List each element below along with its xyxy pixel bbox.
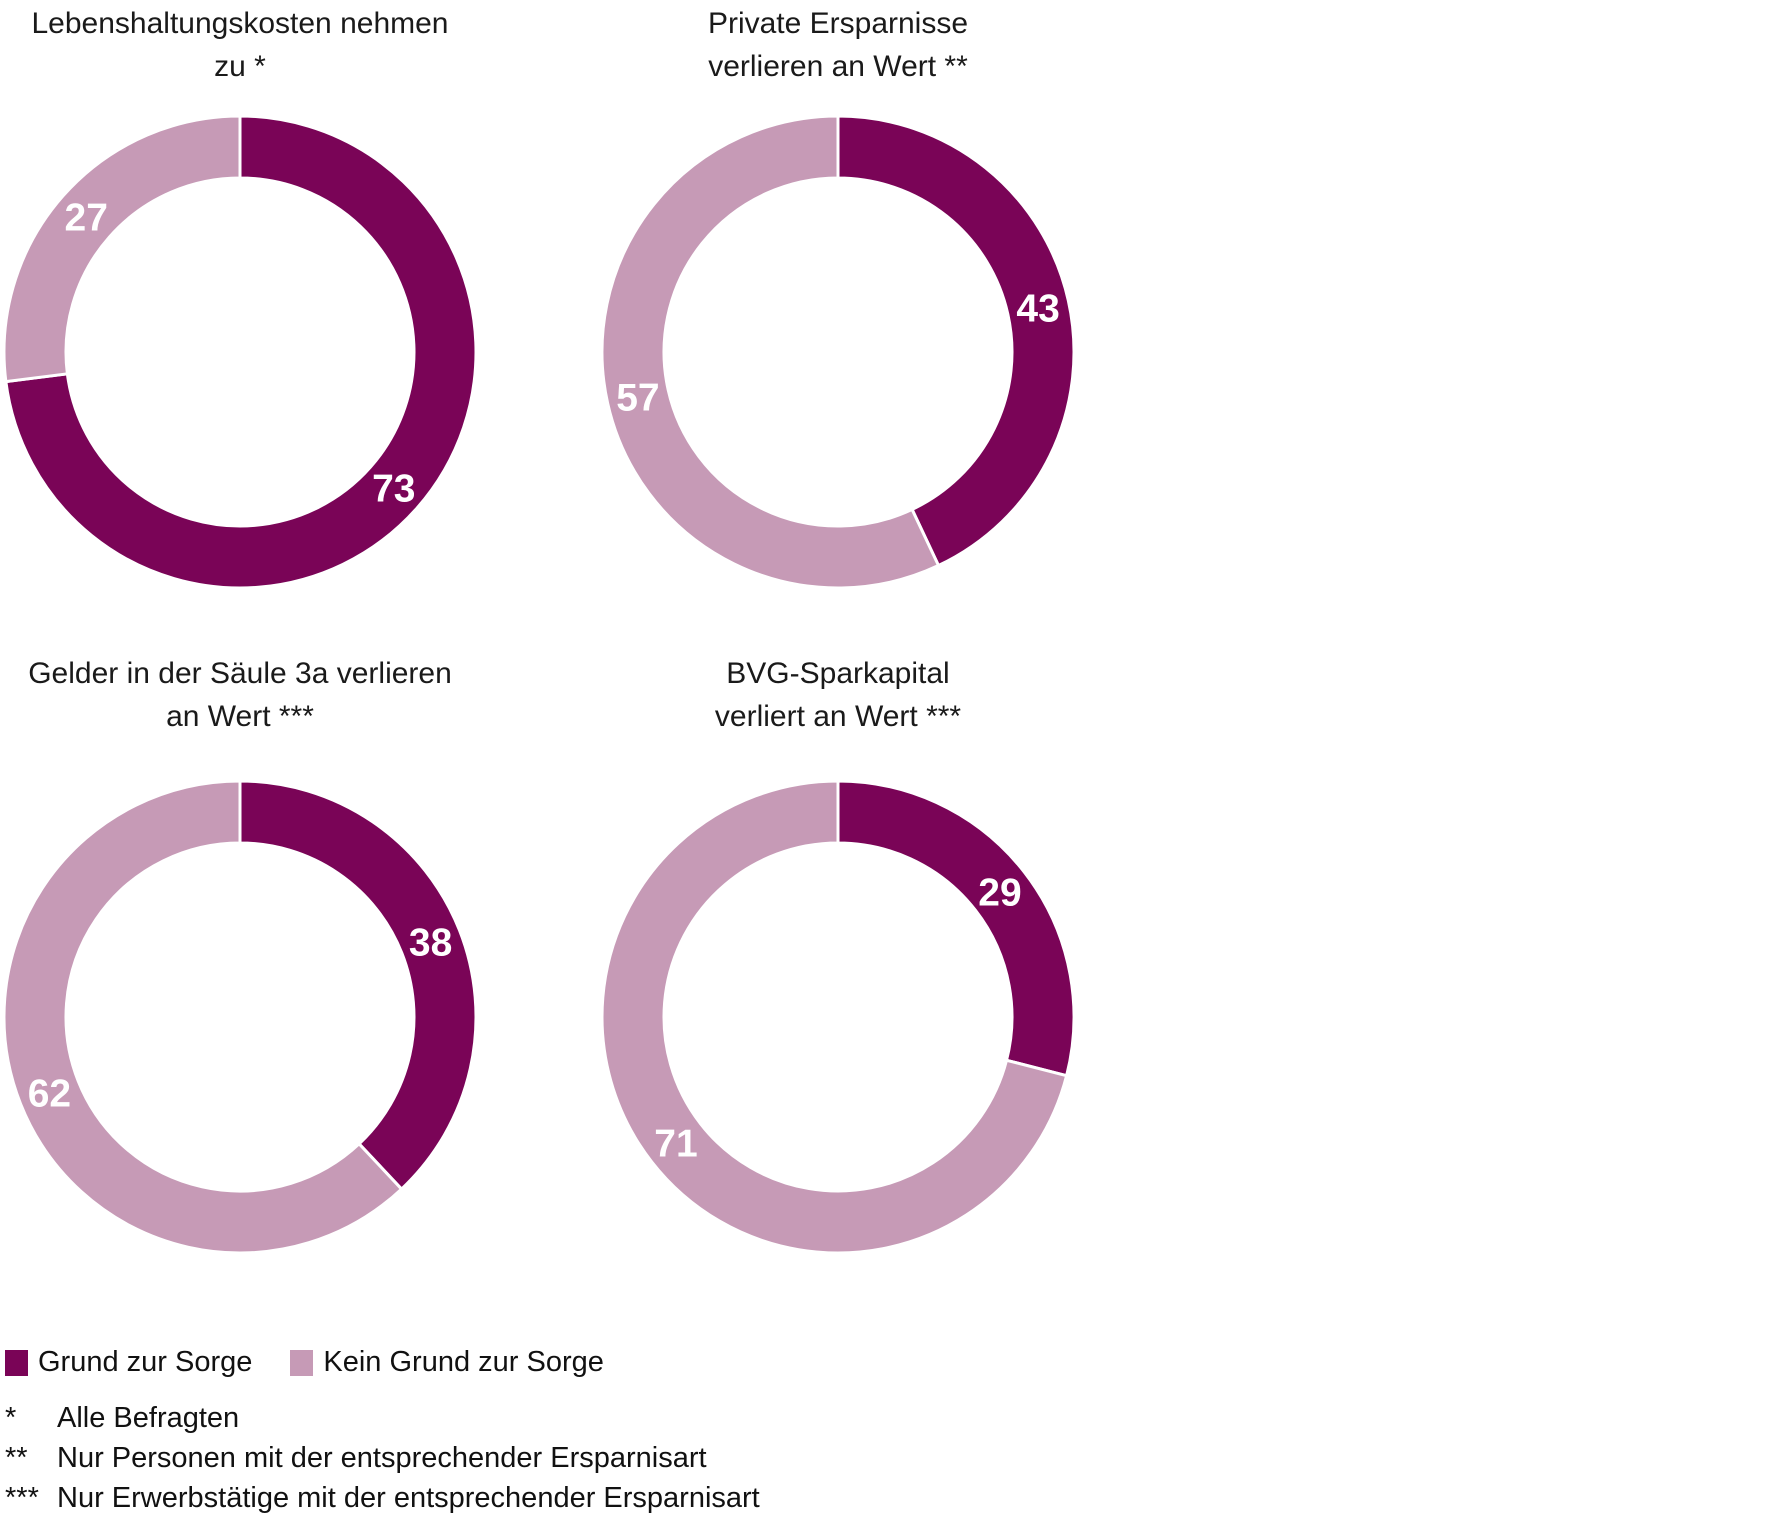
chart-title-line1: Lebenshaltungskosten nehmen xyxy=(31,7,449,40)
donut-slice-concern xyxy=(836,779,1076,1078)
legend-label: Kein Grund zur Sorge xyxy=(323,1346,604,1378)
data-label: 71 xyxy=(654,1123,697,1166)
legend-label: Grund zur Sorge xyxy=(38,1346,253,1378)
footnotes: * Alle Befragten ** Nur Personen mit der… xyxy=(5,1398,760,1515)
donut-slice-no-concern xyxy=(2,114,242,384)
legend-item-kein-grund-zur-sorge: Kein Grund zur Sorge xyxy=(290,1346,604,1379)
footnote-marker: ** xyxy=(5,1442,28,1474)
footnote-text: Alle Befragten xyxy=(57,1402,240,1434)
donut-chart-private-ersparnisse: 43 57 xyxy=(600,114,1076,590)
footnote-nur-erwerbstaetige: *** Nur Erwerbstätige mit der entspreche… xyxy=(5,1478,760,1515)
chart-title-bvg-sparkapital: BVG-Sparkapital verliert an Wert *** xyxy=(598,652,1078,738)
footnote-nur-personen: ** Nur Personen mit der entsprechender E… xyxy=(5,1438,760,1478)
data-label: 43 xyxy=(1016,287,1059,330)
chart-title-line2: verliert an Wert *** xyxy=(714,700,962,733)
chart-title-line1: Private Ersparnisse xyxy=(707,7,969,40)
chart-title-line1: Gelder in der Säule 3a verlieren xyxy=(28,657,452,690)
donut-chart-saeule-3a: 38 62 xyxy=(2,779,478,1255)
donut-chart-lebenshaltungskosten: 73 27 xyxy=(2,114,478,590)
footnote-alle-befragten: * Alle Befragten xyxy=(5,1398,760,1438)
chart-title-line2: verlieren an Wert ** xyxy=(708,50,968,83)
donut-slice-concern xyxy=(4,114,478,590)
footnote-marker: *** xyxy=(5,1482,39,1514)
footnote-marker: * xyxy=(5,1402,17,1434)
donut-slice-concern xyxy=(238,779,478,1192)
footnote-text: Nur Erwerbstätige mit der entsprechender… xyxy=(57,1482,760,1514)
chart-title-line2: zu * xyxy=(214,50,266,83)
donut-slice-no-concern xyxy=(600,779,1069,1255)
donut-slice-no-concern xyxy=(600,114,941,590)
legend-swatch-concern xyxy=(5,1349,28,1376)
data-label: 27 xyxy=(65,196,108,239)
donut-slice-no-concern xyxy=(2,779,404,1255)
chart-title-private-ersparnisse: Private Ersparnisse verlieren an Wert ** xyxy=(598,2,1078,88)
legend-swatch-no-concern xyxy=(290,1349,314,1376)
data-label: 57 xyxy=(616,377,659,420)
data-label: 62 xyxy=(28,1073,71,1116)
data-label: 73 xyxy=(372,468,415,511)
data-label: 29 xyxy=(978,871,1021,914)
donut-slice-concern xyxy=(836,114,1076,568)
legend: Grund zur Sorge Kein Grund zur Sorge xyxy=(5,1346,642,1379)
data-label: 38 xyxy=(409,922,452,965)
chart-title-lebenshaltungskosten: Lebenshaltungskosten nehmen zu * xyxy=(0,2,480,88)
chart-title-line1: BVG-Sparkapital xyxy=(726,657,950,690)
footnote-text: Nur Personen mit der entsprechender Ersp… xyxy=(57,1442,707,1474)
chart-title-line2: an Wert *** xyxy=(166,700,314,733)
chart-title-saeule-3a: Gelder in der Säule 3a verlieren an Wert… xyxy=(0,652,480,738)
donut-chart-bvg-sparkapital: 29 71 xyxy=(600,779,1076,1255)
legend-item-grund-zur-sorge: Grund zur Sorge xyxy=(5,1346,252,1379)
